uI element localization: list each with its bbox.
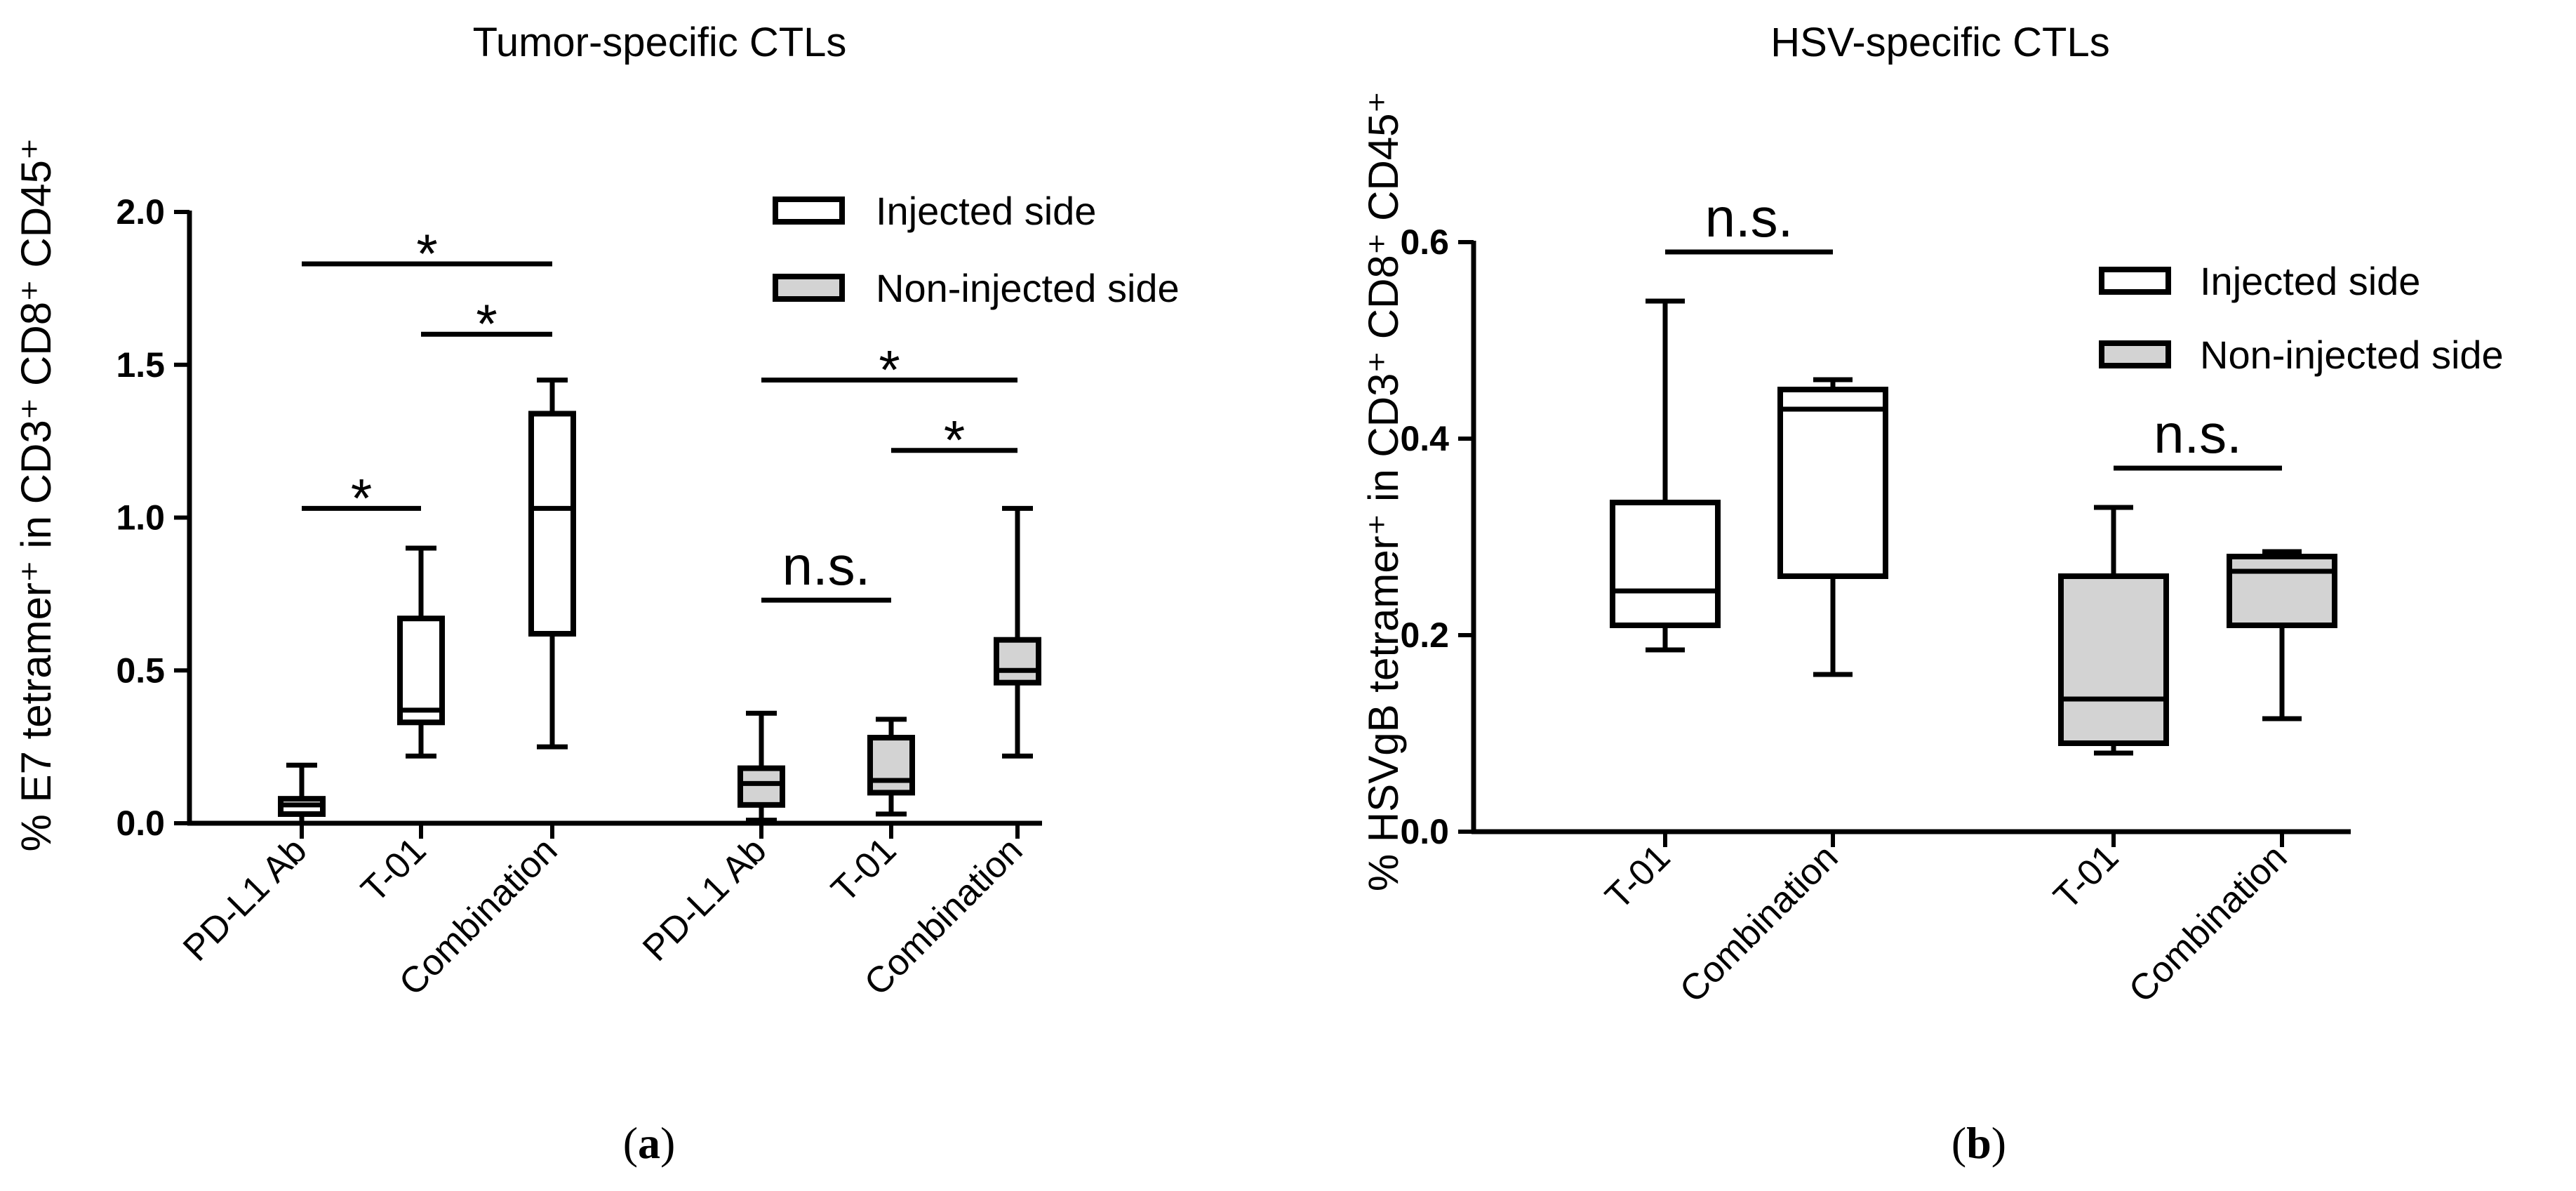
y-tick-label: 1.5 — [116, 345, 165, 385]
significance-label: * — [416, 222, 437, 284]
significance-label: * — [944, 409, 965, 471]
y-tick-label: 0.0 — [116, 804, 165, 843]
y-tick-label: 1.0 — [116, 498, 165, 538]
x-tick-label: T-01 — [824, 830, 905, 910]
significance-label: n.s. — [782, 535, 871, 597]
box-iqr — [397, 616, 445, 726]
box-iqr — [1777, 387, 1888, 579]
box-iqr — [2058, 573, 2169, 746]
legend-swatch — [773, 274, 845, 302]
y-tick-label: 0.2 — [1400, 616, 1449, 655]
box-plot-1 — [278, 762, 326, 826]
y-tick-label: 0.5 — [116, 651, 165, 690]
panel-a-caption: (a) — [623, 1118, 676, 1168]
box-plot-6 — [994, 505, 1041, 759]
significance-label: * — [476, 293, 497, 354]
box-plot-4 — [2227, 549, 2337, 721]
x-tick-label: T-01 — [354, 830, 434, 910]
box-iqr — [1610, 500, 1721, 628]
y-tick-label: 0.0 — [1400, 812, 1449, 851]
significance-label: n.s. — [1705, 187, 1794, 248]
y-tick-label: 0.6 — [1400, 222, 1449, 262]
box-iqr — [528, 411, 576, 637]
significance-label: * — [879, 339, 900, 401]
legend-label: Injected side — [876, 189, 1096, 233]
x-tick-label: T-01 — [1598, 837, 1679, 917]
legend-swatch — [2099, 340, 2171, 368]
panel-a-title: Tumor-specific CTLs — [473, 20, 847, 65]
box-iqr — [994, 637, 1041, 686]
legend-label: Injected side — [2200, 259, 2420, 303]
panel-a: Tumor-specific CTLs % E7 tetramer⁺ in CD… — [13, 20, 1180, 1168]
panel-b-title: HSV-specific CTLs — [1770, 20, 2109, 65]
y-tick-label: 2.0 — [116, 192, 165, 232]
panel-b: HSV-specific CTLs % HSVgB tetramer⁺ in C… — [1360, 20, 2504, 1168]
legend-swatch — [2099, 267, 2171, 295]
x-tick-label: PD-L1 Ab — [635, 830, 774, 969]
box-plot-4 — [738, 710, 785, 823]
panel-a-y-axis-label: % E7 tetramer⁺ in CD3⁺ CD8⁺ CD45⁺ — [13, 138, 60, 852]
box-iqr — [738, 765, 785, 808]
significance-label: n.s. — [2154, 403, 2242, 465]
significance-label: * — [351, 467, 372, 528]
legend-swatch — [773, 197, 845, 225]
x-tick-label: Combination — [1672, 837, 1846, 1010]
box-iqr — [2227, 554, 2337, 628]
x-tick-label: Combination — [2121, 837, 2295, 1010]
legend-label: Non-injected side — [2200, 333, 2504, 377]
box-plot-2 — [397, 545, 445, 759]
box-iqr — [867, 735, 915, 796]
box-plot-5 — [867, 717, 915, 817]
x-tick-label: T-01 — [2046, 837, 2127, 917]
x-tick-label: PD-L1 Ab — [175, 830, 314, 969]
y-tick-label: 0.4 — [1400, 419, 1449, 458]
box-plot-1 — [1610, 298, 1721, 653]
box-plot-3 — [528, 378, 576, 750]
legend-label: Non-injected side — [876, 266, 1180, 310]
panel-b-y-axis-label: % HSVgB tetramer⁺ in CD3⁺ CD8⁺ CD45⁺ — [1360, 91, 1407, 891]
box-plot-2 — [1777, 377, 1888, 677]
panel-b-caption: (b) — [1951, 1118, 2006, 1168]
box-plot-3 — [2058, 505, 2169, 756]
